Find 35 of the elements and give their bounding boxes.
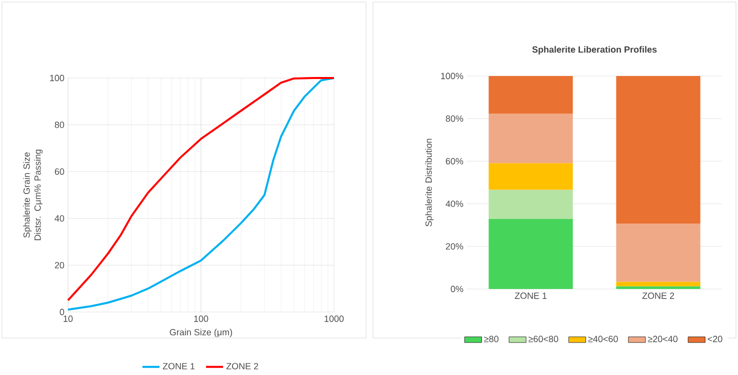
- y-tick-label: 20%: [446, 243, 464, 250]
- x-tick-label: 10: [64, 316, 73, 322]
- y-tick-label: 0: [60, 308, 64, 316]
- bar: [488, 163, 573, 190]
- y-tick-label: 60%: [446, 158, 464, 164]
- legend-label: ≥60<80: [528, 336, 558, 342]
- bar: [488, 218, 573, 290]
- y-tick-label: 40%: [446, 200, 464, 208]
- legend-label: ≥40<60: [588, 336, 618, 342]
- y-axis-title: Sphalerite Distribution: [425, 138, 434, 226]
- y-tick-label: 100%: [441, 72, 464, 80]
- chart-title: Sphalerite Liberation Profiles: [532, 46, 657, 55]
- y-tick-label: 0%: [450, 286, 464, 292]
- bar: [616, 286, 700, 290]
- x-tick-label: 100: [194, 316, 208, 322]
- legend-label: ZONE 2: [226, 363, 258, 370]
- x-axis-title: Grain Size (μm): [170, 328, 232, 338]
- y-tick-label: 100: [50, 74, 64, 82]
- bar: [616, 76, 700, 224]
- bar: [488, 190, 573, 219]
- legend-label: ZONE 1: [162, 363, 195, 370]
- y-axis-title: Sphalerite Grain Size Distsr. Cμm% Passing: [23, 150, 43, 240]
- legend-label: <20: [708, 336, 722, 342]
- legend-label: ≥80: [484, 336, 498, 342]
- bar: [488, 76, 573, 114]
- bar: [616, 282, 700, 286]
- y-tick-label: 20: [54, 262, 64, 268]
- y-tick-label: 60: [54, 168, 64, 175]
- y-tick-label: 40: [54, 215, 64, 222]
- x-tick-label: 1000: [324, 316, 344, 322]
- y-tick-label: 80: [54, 122, 64, 128]
- bar: [616, 224, 700, 282]
- legend-label: ≥20<40: [648, 336, 678, 342]
- y-tick-label: 80%: [446, 116, 464, 122]
- bar: [488, 114, 573, 164]
